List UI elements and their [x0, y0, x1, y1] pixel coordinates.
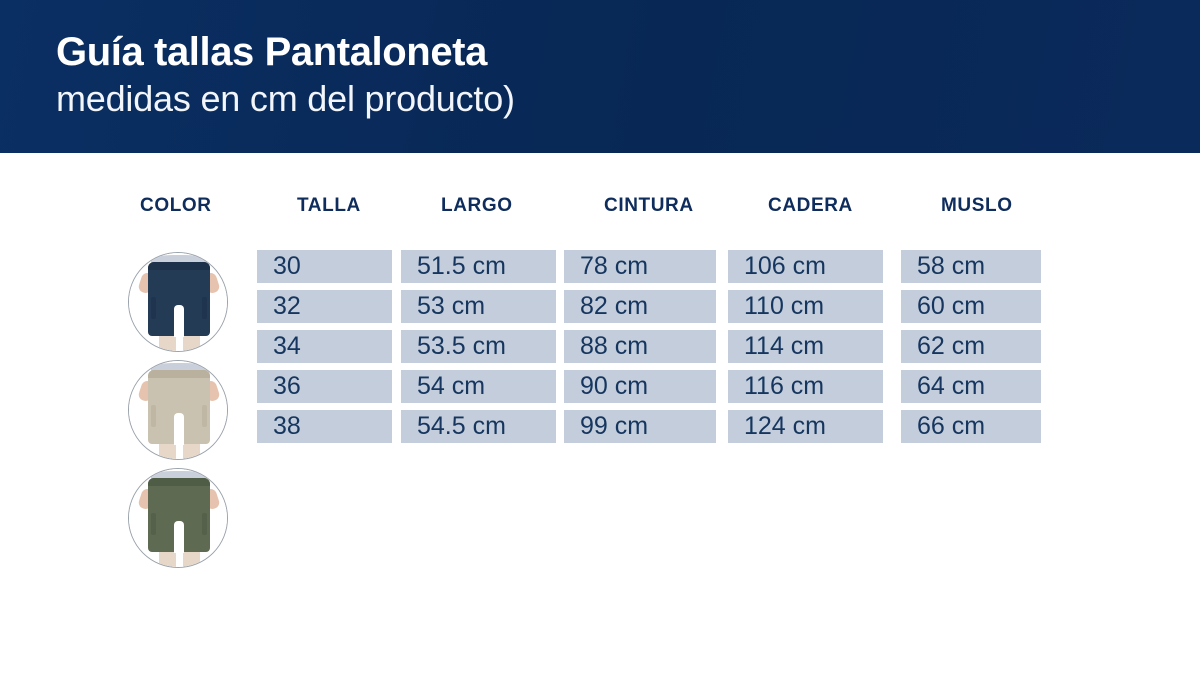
swatch-circle-frame: [128, 360, 228, 460]
cargo-pocket-right: [202, 513, 207, 535]
page-header-banner: Guía tallas Pantaloneta medidas en cm de…: [0, 0, 1200, 153]
column-header-color: COLOR: [140, 195, 212, 216]
measurement-column-talla: 30 32 34 36 38: [257, 250, 392, 450]
table-cell-muslo-row1: 58 cm: [901, 250, 1041, 283]
color-swatch-olive-shorts: [126, 466, 230, 570]
table-cell-largo-row5: 54.5 cm: [401, 410, 556, 443]
page-subtitle: medidas en cm del producto): [56, 77, 515, 119]
table-cell-largo-row4: 54 cm: [401, 370, 556, 403]
color-swatch-navy-shorts: [126, 250, 230, 354]
cargo-pocket-left: [151, 297, 156, 319]
measurement-column-muslo: 58 cm 60 cm 62 cm 64 cm 66 cm: [901, 250, 1041, 450]
column-header-largo: LARGO: [441, 195, 513, 216]
product-photo-navy-shorts: [129, 253, 227, 351]
swatch-circle-frame: [128, 468, 228, 568]
table-cell-cintura-row5: 99 cm: [564, 410, 716, 443]
column-header-talla: TALLA: [297, 195, 361, 216]
table-cell-cadera-row5: 124 cm: [728, 410, 883, 443]
table-cell-largo-row3: 53.5 cm: [401, 330, 556, 363]
measurement-column-cadera: 106 cm 110 cm 114 cm 116 cm 124 cm: [728, 250, 883, 450]
column-header-cadera: CADERA: [768, 195, 853, 216]
size-guide-table: COLOR TALLA LARGO CINTURA CADERA MUSLO 30 32 34…: [0, 153, 1200, 697]
table-cell-talla-row2: 32: [257, 290, 392, 323]
shorts-inseam-gap: [174, 413, 184, 445]
table-cell-cadera-row3: 114 cm: [728, 330, 883, 363]
table-cell-talla-row5: 38: [257, 410, 392, 443]
cargo-pocket-right: [202, 297, 207, 319]
table-cell-cintura-row1: 78 cm: [564, 250, 716, 283]
measurement-column-largo: 51.5 cm 53 cm 53.5 cm 54 cm 54.5 cm: [401, 250, 556, 450]
table-cell-muslo-row5: 66 cm: [901, 410, 1041, 443]
table-cell-talla-row4: 36: [257, 370, 392, 403]
table-cell-cintura-row2: 82 cm: [564, 290, 716, 323]
table-cell-talla-row3: 34: [257, 330, 392, 363]
column-header-muslo: MUSLO: [941, 195, 1013, 216]
table-cell-muslo-row4: 64 cm: [901, 370, 1041, 403]
swatch-circle-frame: [128, 252, 228, 352]
measurement-column-cintura: 78 cm 82 cm 88 cm 90 cm 99 cm: [564, 250, 716, 450]
shorts-inseam-gap: [174, 305, 184, 337]
product-photo-khaki-shorts: [129, 361, 227, 459]
table-cell-cadera-row2: 110 cm: [728, 290, 883, 323]
cargo-pocket-left: [151, 405, 156, 427]
table-cell-largo-row2: 53 cm: [401, 290, 556, 323]
table-cell-muslo-row3: 62 cm: [901, 330, 1041, 363]
header-text-block: Guía tallas Pantaloneta medidas en cm de…: [56, 30, 515, 120]
table-column-headers: COLOR TALLA LARGO CINTURA CADERA MUSLO: [0, 195, 1200, 225]
color-swatch-khaki-shorts: [126, 358, 230, 462]
table-cell-cintura-row3: 88 cm: [564, 330, 716, 363]
shorts-inseam-gap: [174, 521, 184, 553]
table-cell-cintura-row4: 90 cm: [564, 370, 716, 403]
cargo-pocket-left: [151, 513, 156, 535]
table-cell-largo-row1: 51.5 cm: [401, 250, 556, 283]
shorts-waistband: [148, 262, 210, 270]
table-cell-talla-row1: 30: [257, 250, 392, 283]
page-title: Guía tallas Pantaloneta: [56, 30, 487, 74]
color-swatch-column: [126, 250, 234, 574]
table-cell-cadera-row1: 106 cm: [728, 250, 883, 283]
table-cell-muslo-row2: 60 cm: [901, 290, 1041, 323]
table-cell-cadera-row4: 116 cm: [728, 370, 883, 403]
product-photo-olive-shorts: [129, 469, 227, 567]
column-header-cintura: CINTURA: [604, 195, 694, 216]
shorts-waistband: [148, 478, 210, 486]
cargo-pocket-right: [202, 405, 207, 427]
shorts-waistband: [148, 370, 210, 378]
